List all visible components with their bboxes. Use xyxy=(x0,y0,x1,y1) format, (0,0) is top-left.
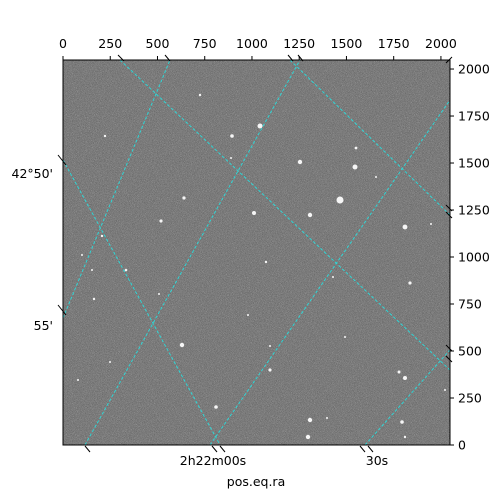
star xyxy=(403,435,407,439)
wcs-tick xyxy=(445,211,453,219)
wcs-tick xyxy=(164,54,171,62)
coordinate-grid-line xyxy=(63,159,221,445)
wcs-tick xyxy=(445,204,453,212)
stars-layer xyxy=(77,93,446,440)
star xyxy=(403,376,407,380)
x-pixel-tick-label: 1250 xyxy=(283,36,315,51)
dec-tick-label-1: 55' xyxy=(34,318,53,333)
star xyxy=(77,379,79,381)
dec-tick-label-0: 42°50' xyxy=(12,166,54,181)
x-pixel-tick-label: 0 xyxy=(59,36,67,51)
x-pixel-tick-label: 2000 xyxy=(425,36,457,51)
star xyxy=(264,260,268,264)
plot-frame xyxy=(62,59,451,446)
star xyxy=(230,157,232,159)
wcs-tick xyxy=(211,445,218,453)
ra-tick-label-0: 2h22m00s xyxy=(180,453,246,468)
star xyxy=(159,219,163,223)
star xyxy=(269,345,271,347)
star xyxy=(332,276,334,278)
x-pixel-tick-label: 250 xyxy=(98,36,122,51)
star xyxy=(430,223,432,225)
star xyxy=(326,417,328,419)
star xyxy=(352,164,358,170)
y-pixel-tick-label: 1250 xyxy=(458,203,490,218)
y-pixel-tick-label: 2000 xyxy=(458,62,490,77)
y-pixel-tick-label: 250 xyxy=(458,391,482,406)
coordinate-grid-line xyxy=(364,349,450,445)
y-pixel-tick-label: 1750 xyxy=(458,109,490,124)
coordinate-grid-line xyxy=(63,60,171,319)
star xyxy=(375,176,377,178)
star xyxy=(81,254,83,256)
star xyxy=(124,268,128,272)
star xyxy=(354,146,358,150)
y-pixel-tick-label: 1500 xyxy=(458,156,490,171)
star xyxy=(198,93,202,97)
star xyxy=(158,293,160,295)
sky-image xyxy=(63,60,450,445)
star xyxy=(444,389,446,391)
wcs-tick xyxy=(84,445,91,453)
coordinate-grid xyxy=(63,60,450,445)
star xyxy=(257,123,263,129)
wcs-tick xyxy=(287,54,294,62)
star xyxy=(268,368,272,372)
wcs-ticks xyxy=(57,54,453,453)
star xyxy=(402,224,408,230)
y-pixel-tick-labels: 0 250 500 750 1000 1250 1500 1750 2000 xyxy=(458,62,490,453)
y-pixel-tick-label: 1000 xyxy=(458,250,490,265)
y-pixel-tick-label: 500 xyxy=(458,344,482,359)
star xyxy=(179,342,185,348)
wcs-tick xyxy=(57,304,67,316)
x-pixel-tick-label: 1750 xyxy=(378,36,410,51)
star xyxy=(397,370,401,374)
x-pixel-tick-label: 1500 xyxy=(331,36,363,51)
star xyxy=(109,361,111,363)
coordinate-grid-line xyxy=(119,60,450,371)
star xyxy=(214,405,218,409)
star xyxy=(336,196,344,204)
star xyxy=(305,434,311,440)
wcs-tick xyxy=(297,54,304,62)
star xyxy=(252,211,256,215)
wcs-tick xyxy=(359,445,366,453)
x-pixel-tick-label: 500 xyxy=(146,36,170,51)
x-pixel-tick-label: 1000 xyxy=(236,36,268,51)
star xyxy=(182,196,186,200)
star xyxy=(230,134,234,138)
coordinate-grid-line xyxy=(209,99,450,445)
wcs-tick xyxy=(117,54,125,62)
wcs-tick xyxy=(445,56,453,64)
star xyxy=(344,336,346,338)
star xyxy=(247,314,249,316)
star xyxy=(408,281,412,285)
ra-axis-title: pos.eq.ra xyxy=(227,474,285,489)
coordinate-grid-line xyxy=(84,60,301,445)
y-pixel-tick-label: 750 xyxy=(458,297,482,312)
star xyxy=(307,417,313,423)
star xyxy=(92,297,96,301)
star xyxy=(297,159,303,165)
star xyxy=(100,234,104,238)
wcs-tick xyxy=(445,344,453,352)
star xyxy=(103,134,107,138)
x-pixel-tick-labels: 0 250 500 750 1000 1250 1500 1750 2000 xyxy=(59,36,457,51)
star xyxy=(91,269,93,271)
wcs-tick xyxy=(57,154,67,166)
wcs-tick xyxy=(367,445,374,453)
star xyxy=(307,212,313,218)
coordinate-grid-line xyxy=(289,60,450,216)
y-pixel-tick-label: 0 xyxy=(458,438,466,453)
star xyxy=(400,420,404,424)
ra-tick-label-1: 30s xyxy=(366,453,388,468)
wcs-tick xyxy=(219,445,226,453)
x-pixel-tick-label: 750 xyxy=(193,36,217,51)
wcs-tick xyxy=(445,355,453,363)
